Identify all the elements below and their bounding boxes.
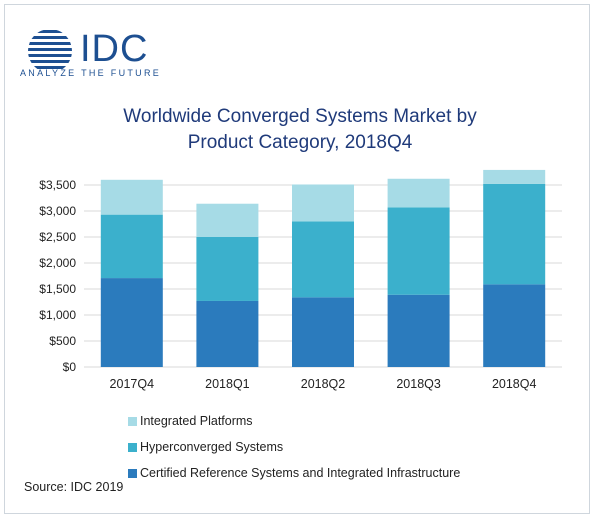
legend-swatch xyxy=(128,416,137,426)
chart-legend: Integrated Platforms Hyperconverged Syste… xyxy=(128,408,460,486)
legend-item: Certified Reference Systems and Integrat… xyxy=(128,460,460,486)
logo-tagline: ANALYZE THE FUTURE xyxy=(20,68,162,78)
legend-item: Integrated Platforms xyxy=(128,408,460,434)
x-tick-label: 2018Q4 xyxy=(492,377,537,391)
y-tick-label: $1,500 xyxy=(39,282,76,296)
y-tick-label: $500 xyxy=(49,334,76,348)
bar-segment xyxy=(387,178,450,208)
logo-text: IDC xyxy=(80,28,149,70)
x-tick-label: 2018Q2 xyxy=(301,377,346,391)
y-tick-label: $0 xyxy=(63,360,77,374)
bar-segment xyxy=(292,184,354,222)
x-tick-label: 2018Q1 xyxy=(205,377,250,391)
bar-segment xyxy=(387,294,450,367)
source-note: Source: IDC 2019 xyxy=(24,480,124,494)
legend-swatch xyxy=(128,468,137,478)
bar-segment xyxy=(483,284,546,367)
legend-label: Integrated Platforms xyxy=(140,414,253,428)
bar-segment xyxy=(292,221,354,298)
y-tick-label: $1,000 xyxy=(39,308,76,322)
bar-segment xyxy=(483,169,546,184)
bar-segment xyxy=(100,179,163,215)
y-tick-label: $2,500 xyxy=(39,230,76,244)
legend-label: Hyperconverged Systems xyxy=(140,440,284,454)
stacked-bar-chart: $0 $500 $1,000 $1,500 $2,000 $2,500 $3,000 $3,5… xyxy=(39,169,562,391)
bar-segment xyxy=(387,207,450,295)
x-tick-label: 2017Q4 xyxy=(110,377,155,391)
bar-segment xyxy=(196,300,259,367)
bar-segment xyxy=(196,203,259,237)
legend-swatch xyxy=(128,442,137,452)
chart-title: Worldwide Converged Systems Market by Pr… xyxy=(0,104,600,156)
chart-title-line-2: Product Category, 2018Q4 xyxy=(187,132,413,153)
chart-title-line-1: Worldwide Converged Systems Market by xyxy=(123,106,477,127)
bar-segment xyxy=(196,237,259,301)
legend-label: Certified Reference Systems and Integrat… xyxy=(140,466,461,480)
bar-segment xyxy=(292,297,354,367)
bar-segment xyxy=(100,278,163,367)
idc-globe-icon xyxy=(28,30,72,69)
x-tick-label: 2018Q3 xyxy=(396,377,441,391)
legend-item: Hyperconverged Systems xyxy=(128,434,460,460)
bar-segment xyxy=(483,183,546,285)
y-tick-label: $3,500 xyxy=(39,178,76,192)
bar-segment xyxy=(100,214,163,279)
y-tick-label: $3,000 xyxy=(39,204,76,218)
y-tick-label: $2,000 xyxy=(39,256,76,270)
